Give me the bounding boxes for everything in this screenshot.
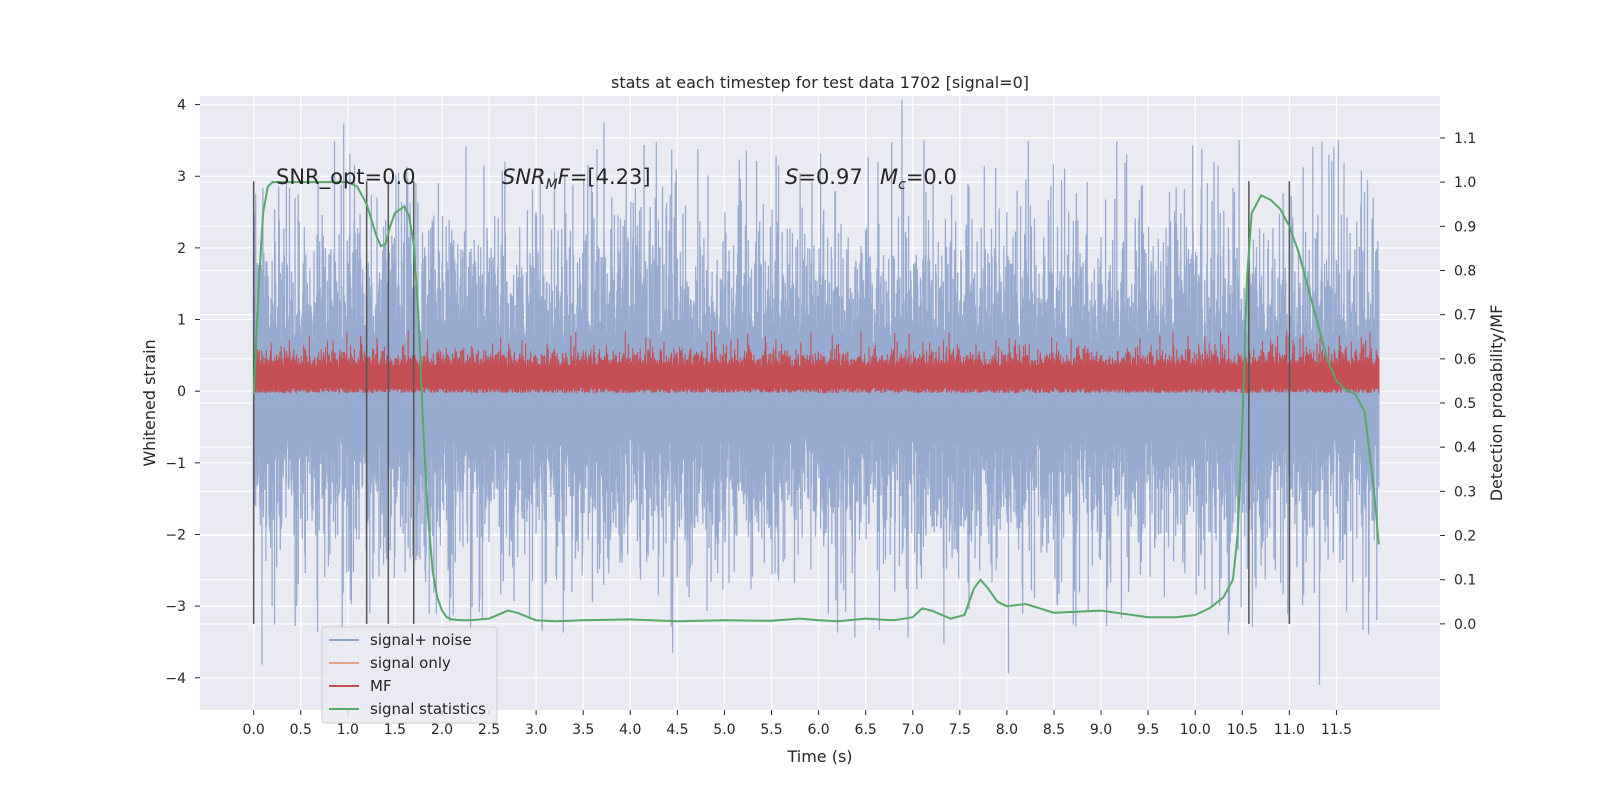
y2-axis-label: Detection probability/MF — [1487, 305, 1506, 502]
x-tick-label: 4.0 — [619, 722, 641, 738]
y-tick-label: 2 — [177, 241, 186, 257]
y2-tick-label: 0.5 — [1454, 396, 1476, 412]
x-tick-label: 5.5 — [760, 722, 782, 738]
x-tick-label: 5.0 — [713, 722, 735, 738]
y-axis-label: Whitened strain — [140, 339, 159, 466]
y-tick-label: −1 — [165, 456, 186, 472]
x-tick-label: 8.0 — [996, 722, 1018, 738]
y2-tick-label: 0.1 — [1454, 573, 1476, 589]
y2-tick-label: 0.2 — [1454, 529, 1476, 545]
y2-tick-label: 0.3 — [1454, 484, 1476, 500]
y2-tick-label: 1.0 — [1454, 175, 1476, 191]
legend: signal+ noise signal only MF signal stat… — [321, 626, 498, 724]
y-tick-labels: 4 3 2 1 0 −1 −2 −3 −4 — [165, 98, 200, 687]
x-tick-label: 0.5 — [290, 722, 312, 738]
x-tick-label: 7.5 — [949, 722, 971, 738]
x-tick-label: 9.5 — [1137, 722, 1159, 738]
x-tick-label: 0.0 — [243, 722, 265, 738]
x-tick-label: 2.5 — [478, 722, 500, 738]
x-tick-label: 9.0 — [1090, 722, 1112, 738]
chart-title: stats at each timestep for test data 170… — [611, 73, 1029, 92]
signal-statistics-line — [252, 181, 1380, 623]
x-tick-label: 10.5 — [1227, 722, 1258, 738]
y-tick-label: −4 — [165, 671, 186, 687]
legend-label-mf: MF — [370, 677, 392, 695]
y2-tick-label: 0.0 — [1454, 617, 1476, 633]
y-tick-label: −3 — [165, 599, 186, 615]
x-tick-labels: 0.0 0.5 1.0 1.5 2.0 2.5 3.0 3.5 4.0 4.5 5.0 5.5 6.0 6… — [243, 710, 1352, 738]
y-tick-label: 0 — [177, 384, 186, 400]
y-tick-label: 4 — [177, 98, 186, 114]
y-tick-label: 3 — [177, 169, 186, 185]
annotation-s: S=0.97 — [785, 165, 863, 189]
y2-tick-label: 0.7 — [1454, 308, 1476, 324]
legend-label-signal-noise: signal+ noise — [370, 631, 472, 649]
x-tick-label: 7.0 — [902, 722, 924, 738]
x-axis-label: Time (s) — [786, 747, 852, 766]
annotation-snr-mf: SNRMF=[4.23] — [502, 165, 651, 193]
legend-label-signal-statistics: signal statistics — [370, 700, 486, 718]
x-tick-label: 1.5 — [384, 722, 406, 738]
x-tick-label: 4.5 — [666, 722, 688, 738]
y2-tick-labels: 1.1 1.0 0.9 0.8 0.7 0.6 0.5 0.4 0.3 0.2 0.1 0.0 — [1440, 131, 1476, 633]
y2-tick-label: 0.6 — [1454, 352, 1476, 368]
y2-tick-label: 0.9 — [1454, 219, 1476, 235]
x-tick-label: 6.5 — [855, 722, 877, 738]
x-tick-label: 11.0 — [1274, 722, 1305, 738]
x-tick-label: 11.5 — [1321, 722, 1352, 738]
y-tick-label: −2 — [165, 527, 186, 543]
legend-box — [321, 626, 498, 724]
y2-tick-label: 0.8 — [1454, 263, 1476, 279]
annotation-snr-opt: SNR_opt=0.0 — [276, 165, 416, 190]
x-tick-label: 1.0 — [337, 722, 359, 738]
x-tick-label: 3.5 — [572, 722, 594, 738]
x-tick-label: 2.0 — [431, 722, 453, 738]
x-tick-label: 8.5 — [1043, 722, 1065, 738]
y-tick-label: 1 — [177, 313, 186, 329]
x-tick-label: 10.0 — [1180, 722, 1211, 738]
annotation-mc: Mc=0.0 — [880, 165, 957, 193]
y2-tick-label: 1.1 — [1454, 131, 1476, 147]
y2-tick-label: 0.4 — [1454, 440, 1476, 456]
legend-label-signal-only: signal only — [370, 654, 451, 672]
x-tick-label: 3.0 — [525, 722, 547, 738]
x-tick-label: 6.0 — [807, 722, 829, 738]
series-signal-statistics — [252, 181, 1380, 623]
